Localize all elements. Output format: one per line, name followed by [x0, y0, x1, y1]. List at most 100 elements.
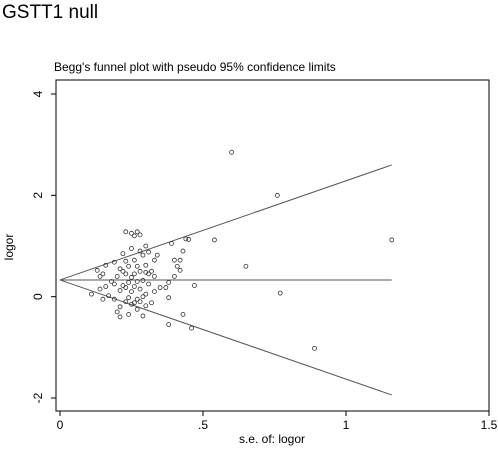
- study-point: [131, 257, 137, 263]
- study-point: [117, 304, 123, 310]
- study-point: [212, 237, 217, 243]
- study-point: [180, 248, 186, 254]
- study-point: [120, 268, 126, 274]
- study-point: [129, 301, 134, 307]
- study-point: [97, 286, 103, 292]
- study-point: [140, 278, 146, 283]
- study-point: [166, 280, 172, 285]
- study-point: [174, 263, 180, 269]
- study-point: [123, 299, 129, 305]
- study-point: [111, 259, 117, 265]
- study-point: [151, 289, 157, 295]
- study-point: [137, 268, 143, 274]
- study-point: [123, 229, 129, 235]
- study-point: [100, 271, 106, 277]
- study-point: [389, 237, 395, 243]
- study-point: [180, 311, 186, 317]
- study-point: [134, 306, 140, 312]
- study-point: [134, 263, 140, 269]
- study-point: [109, 279, 114, 284]
- x-tick-label: 1.5: [481, 418, 498, 432]
- study-point: [143, 262, 149, 268]
- study-point: [126, 280, 132, 285]
- study-point: [131, 271, 137, 277]
- study-point: [189, 325, 194, 331]
- study-point: [192, 283, 197, 288]
- study-point: [117, 288, 123, 293]
- study-point: [151, 273, 157, 279]
- study-point: [89, 291, 94, 297]
- study-point: [274, 192, 280, 198]
- study-point: [229, 149, 235, 155]
- study-point: [177, 267, 183, 273]
- study-point: [146, 249, 152, 255]
- lower-confidence-limit: [59, 279, 392, 396]
- study-point: [149, 300, 154, 306]
- study-point: [120, 283, 126, 288]
- study-point: [117, 314, 123, 320]
- study-point: [123, 258, 129, 264]
- study-point: [94, 267, 100, 273]
- study-point: [157, 285, 163, 290]
- study-point: [169, 241, 174, 246]
- chart-title: Begg's funnel plot with pseudo 95% confi…: [54, 60, 336, 74]
- y-tick-label: 0: [31, 293, 45, 300]
- study-point: [106, 293, 112, 299]
- study-point: [143, 303, 149, 309]
- y-axis-title: logor: [2, 234, 16, 261]
- study-point: [154, 252, 160, 258]
- study-point: [151, 257, 157, 263]
- x-tick-label: 1: [343, 418, 350, 432]
- study-point: [123, 271, 129, 277]
- study-point: [149, 268, 154, 274]
- study-point: [146, 281, 152, 287]
- study-point: [166, 322, 172, 327]
- study-point: [143, 243, 149, 249]
- study-point: [140, 252, 146, 258]
- study-point: [137, 248, 143, 254]
- x-axis-title: s.e. of: logor: [239, 432, 305, 446]
- study-point: [129, 230, 134, 236]
- x-tick-label: 0: [57, 418, 64, 432]
- study-point: [183, 236, 189, 242]
- study-point: [129, 275, 134, 280]
- study-point: [111, 281, 117, 287]
- study-point: [312, 345, 317, 351]
- study-point: [129, 246, 134, 251]
- y-tick-label: 2: [31, 192, 45, 199]
- study-point: [137, 299, 143, 305]
- study-point: [114, 273, 120, 279]
- study-point: [171, 273, 177, 279]
- study-point: [126, 311, 132, 317]
- study-point: [137, 232, 143, 238]
- study-point: [103, 284, 109, 289]
- study-point: [166, 295, 172, 301]
- study-point: [163, 285, 169, 290]
- figure-title: GSTT1 null: [2, 2, 99, 23]
- study-point: [120, 251, 126, 257]
- study-point: [131, 284, 137, 289]
- study-point: [123, 285, 129, 290]
- study-point: [177, 257, 183, 263]
- study-point: [114, 309, 120, 315]
- study-point: [134, 229, 140, 235]
- study-point: [134, 296, 140, 302]
- study-point: [171, 257, 177, 263]
- study-point: [126, 263, 132, 269]
- study-point: [97, 273, 103, 279]
- plot-frame: [55, 79, 490, 412]
- study-point: [126, 295, 132, 301]
- upper-confidence-limit: [59, 164, 392, 281]
- study-point: [134, 279, 140, 284]
- study-point: [143, 269, 149, 275]
- study-point: [137, 286, 143, 292]
- study-point: [111, 296, 117, 302]
- study-point: [277, 290, 283, 296]
- study-point: [100, 296, 106, 302]
- study-point: [186, 237, 192, 242]
- study-point: [243, 263, 249, 269]
- study-point: [140, 313, 146, 319]
- y-tick-label: -2: [31, 392, 45, 403]
- x-tick-label: .5: [198, 418, 208, 432]
